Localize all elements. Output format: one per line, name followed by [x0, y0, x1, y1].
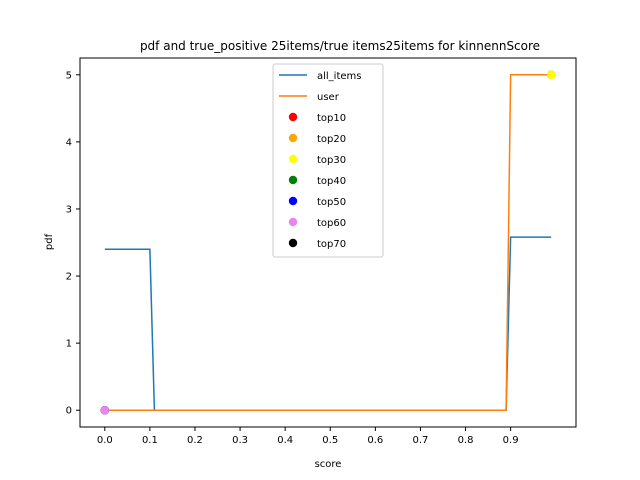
plot-frame — [79, 57, 577, 428]
x-tick-label: 0.5 — [322, 435, 338, 446]
x-axis-label: score — [315, 459, 342, 470]
legend-label-top60: top60 — [317, 218, 346, 229]
legend-swatch-top70 — [288, 238, 298, 248]
legend-label-top50: top50 — [317, 197, 346, 208]
y-tick-label: 1 — [66, 339, 72, 350]
point-top60-0 — [100, 406, 110, 415]
legend-swatch-top60 — [288, 217, 298, 227]
y-tick-label: 5 — [66, 70, 72, 81]
legend-label-user: user — [317, 92, 340, 103]
x-tick-label: 0.7 — [412, 435, 428, 446]
legend-swatch-top10 — [288, 112, 298, 122]
x-tick-label: 0.6 — [367, 435, 383, 446]
series-line-user — [104, 74, 552, 411]
x-tick-label: 0.9 — [503, 435, 519, 446]
y-tick-label: 0 — [66, 406, 72, 417]
plot-area — [100, 70, 556, 415]
legend-label-top30: top30 — [317, 155, 346, 166]
x-tick-label: 0.8 — [458, 435, 474, 446]
series-line-all_items — [104, 236, 552, 411]
legend-swatch-top30 — [288, 154, 298, 164]
legend-label-all_items: all_items — [317, 71, 362, 82]
legend-label-top20: top20 — [317, 134, 346, 145]
legend-label-top10: top10 — [317, 113, 346, 124]
point-top30-1 — [547, 70, 556, 79]
chart-title: pdf and true_positive 25items/true items… — [140, 39, 540, 53]
x-tick-label: 0.1 — [142, 435, 158, 446]
legend-swatch-top20 — [288, 133, 298, 143]
x-tick-label: 0.3 — [232, 435, 248, 446]
legend-label-top70: top70 — [317, 239, 346, 250]
legend-box — [272, 63, 384, 258]
legend-swatch-top50 — [288, 196, 298, 206]
x-tick-label: 0.0 — [97, 435, 113, 446]
axes: 0.0 0.1 0.2 0.3 0.4 0.5 0.6 0.7 0.8 0.9 0 1 2 3 4 5 — [66, 57, 577, 446]
y-axis-label: pdf — [44, 233, 55, 250]
y-tick-label: 4 — [66, 137, 72, 148]
legend-swatch-top40 — [288, 175, 298, 185]
legend-label-top40: top40 — [317, 176, 346, 187]
x-tick-label: 0.4 — [277, 435, 293, 446]
y-tick-label: 3 — [66, 204, 72, 215]
y-tick-label: 2 — [66, 272, 72, 283]
x-tick-label: 0.2 — [187, 435, 203, 446]
